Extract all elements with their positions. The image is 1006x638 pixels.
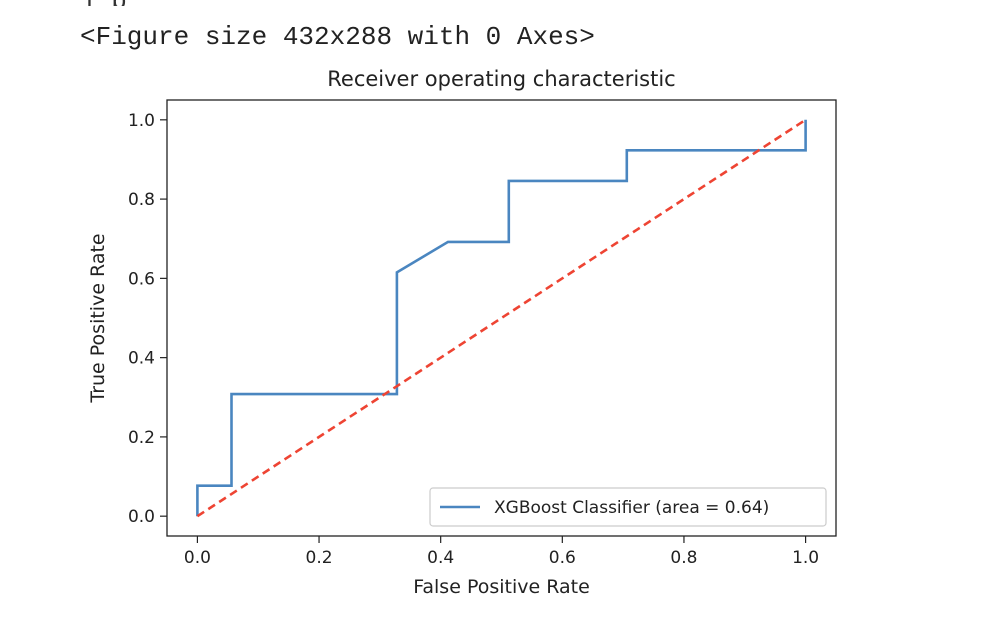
roc-curve-xgboost <box>196 119 807 517</box>
x-tick-label: 0.8 <box>670 548 697 568</box>
x-tick-label: 0.4 <box>427 548 454 568</box>
legend-box <box>429 487 827 527</box>
y-tick-label: 0.4 <box>128 349 155 369</box>
chart-title: Receiver operating characteristic <box>327 67 675 91</box>
y-tick-label: 0.0 <box>128 507 155 527</box>
legend: XGBoost Classifier (area = 0.64) <box>429 487 827 527</box>
y-tick-label: 0.2 <box>128 428 155 448</box>
cutoff-previous-line: j p <box>0 0 1006 6</box>
y-tick-label: 1.0 <box>128 111 155 131</box>
x-axis-label: False Positive Rate <box>413 576 590 598</box>
y-axis-label: True Positive Rate <box>87 233 109 403</box>
y-tick-label: 0.8 <box>128 190 155 210</box>
legend-label-xgboost: XGBoost Classifier (area = 0.64) <box>494 498 769 518</box>
x-tick-label: 1.0 <box>792 548 819 568</box>
x-tick-label: 0.2 <box>306 548 333 568</box>
x-tick-label: 0.6 <box>549 548 576 568</box>
x-tick-label: 0.0 <box>184 548 211 568</box>
chance-diagonal-line <box>196 118 807 518</box>
cutoff-text: j p <box>80 0 127 6</box>
figure-repr-output: <Figure size 432x288 with 0 Axes> <box>80 22 595 52</box>
axes-frame <box>166 99 837 537</box>
y-tick-label: 0.6 <box>128 269 155 289</box>
